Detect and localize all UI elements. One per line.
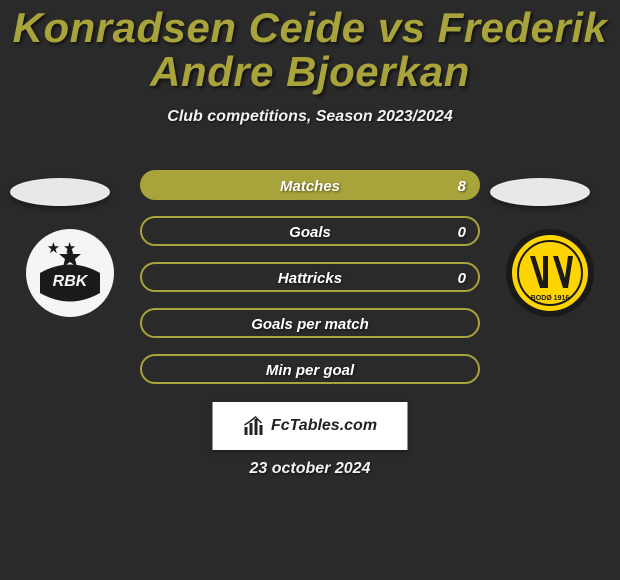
club-badge-right: BODØ 1916 [505,228,595,318]
date-label: 23 october 2024 [0,460,620,478]
page-title: Konradsen Ceide vs Frederik Andre Bjoerk… [0,0,620,94]
stat-right-value: 0 [458,218,466,248]
stat-row: Matches 8 [140,170,480,200]
stat-right-value: 8 [458,172,466,202]
branding-box: FcTables.com [213,402,408,450]
stat-label: Matches [280,178,340,195]
branding-text: FcTables.com [271,417,377,435]
stat-row: Min per goal [140,354,480,384]
stat-right-value: 0 [458,264,466,294]
stat-row: Goals 0 [140,216,480,246]
stat-label: Goals per match [251,316,369,333]
stats-table: Matches 8 Goals 0 Hattricks 0 Goals per match M… [140,170,480,400]
stat-label: Hattricks [278,270,342,287]
stat-row: Hattricks 0 [140,262,480,292]
svg-text:RBK: RBK [53,273,89,290]
chart-icon [243,415,265,437]
player-right-silhouette [490,178,590,206]
subtitle: Club competitions, Season 2023/2024 [0,108,620,126]
stat-label: Goals [289,224,331,241]
stat-row: Goals per match [140,308,480,338]
svg-text:BODØ 1916: BODØ 1916 [531,295,570,302]
club-badge-left: RBK [25,228,115,318]
player-left-silhouette [10,178,110,206]
stat-label: Min per goal [266,362,354,379]
